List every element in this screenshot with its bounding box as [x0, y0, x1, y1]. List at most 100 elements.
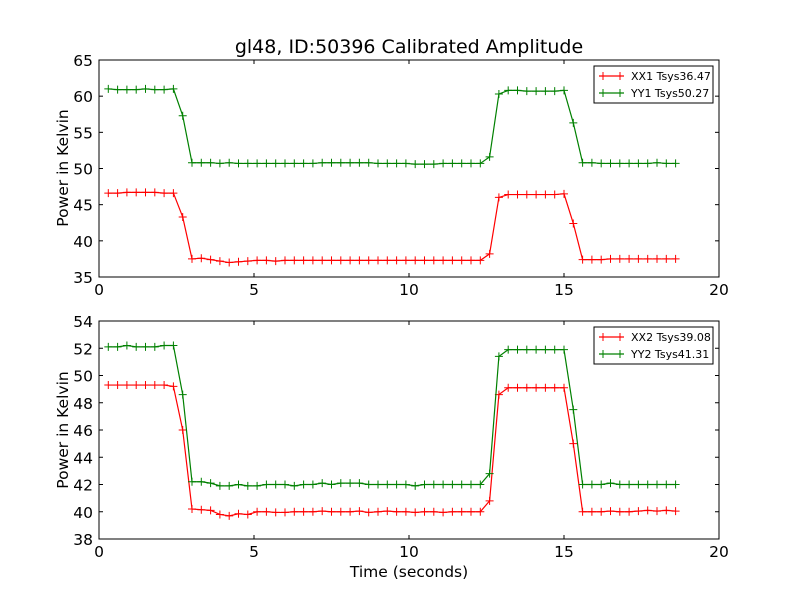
data-point-marker	[448, 159, 457, 168]
data-point-marker	[104, 381, 113, 390]
data-point-marker	[671, 507, 680, 516]
data-point-marker	[327, 158, 336, 167]
data-point-marker	[178, 212, 187, 221]
data-point-marker	[160, 381, 169, 390]
data-point-marker	[327, 256, 336, 265]
y-tick-label: 45	[73, 197, 93, 215]
data-point-marker	[457, 507, 466, 516]
y-tick-label: 40	[73, 233, 93, 251]
data-point-marker	[336, 507, 345, 516]
data-point-marker	[141, 188, 150, 197]
data-point-marker	[578, 158, 587, 167]
legend-marker	[602, 350, 621, 358]
data-point-marker	[178, 426, 187, 434]
data-point-marker	[215, 481, 224, 490]
data-point-marker	[271, 159, 280, 168]
data-point-marker	[522, 383, 531, 392]
chart-title: gl48, ID:50396 Calibrated Amplitude	[235, 36, 583, 58]
legend-label: XX2 Tsys39.08	[631, 331, 711, 344]
data-point-marker	[550, 190, 559, 199]
data-point-marker	[401, 507, 410, 516]
data-point-marker	[308, 480, 317, 489]
data-point-marker	[262, 256, 271, 265]
y-tick-label: 54	[73, 313, 93, 331]
data-point-marker	[401, 159, 410, 168]
data-point-marker	[429, 507, 438, 516]
data-point-marker	[271, 257, 280, 266]
data-point-marker	[206, 158, 215, 167]
data-point-marker	[243, 159, 252, 168]
data-point-marker	[550, 345, 559, 354]
x-tick-label: 15	[554, 543, 574, 561]
data-point-marker	[448, 480, 457, 489]
data-point-marker	[206, 479, 215, 488]
data-point-marker	[215, 159, 224, 168]
legend-box	[593, 65, 714, 104]
data-point-marker	[625, 159, 634, 168]
y-tick-label: 55	[73, 124, 93, 142]
data-point-marker	[327, 480, 336, 489]
data-point-marker	[141, 381, 150, 390]
data-point-marker	[308, 507, 317, 516]
data-point-marker	[150, 188, 159, 197]
data-point-marker	[113, 189, 122, 198]
data-point-marker	[401, 480, 410, 489]
y-tick-label: 48	[73, 395, 93, 413]
data-point-marker	[550, 87, 559, 96]
data-point-marker	[439, 508, 448, 517]
data-point-marker	[411, 481, 420, 490]
data-point-marker	[253, 159, 262, 168]
data-point-marker	[643, 254, 652, 263]
data-point-marker	[178, 111, 187, 120]
data-point-marker	[113, 381, 122, 390]
data-point-marker	[178, 390, 187, 399]
data-point-marker	[597, 480, 606, 489]
x-tick-label: 5	[249, 543, 259, 561]
data-point-marker	[215, 510, 224, 519]
data-point-marker	[662, 254, 671, 263]
data-point-marker	[122, 85, 131, 94]
data-point-marker	[522, 190, 531, 199]
data-point-marker	[541, 345, 550, 354]
data-point-marker	[429, 480, 438, 489]
data-point-marker	[299, 256, 308, 265]
data-point-marker	[206, 506, 215, 515]
data-point-marker	[160, 189, 169, 198]
data-point-marker	[653, 507, 661, 516]
y-tick-label: 46	[73, 422, 93, 440]
data-point-marker	[355, 256, 364, 265]
data-point-marker	[327, 507, 336, 516]
y-tick-label: 40	[73, 504, 93, 522]
y-tick-label: 38	[73, 531, 93, 549]
data-point-marker	[560, 383, 568, 392]
data-point-marker	[318, 479, 327, 488]
data-point-marker	[383, 480, 392, 489]
data-point-marker	[374, 507, 382, 516]
data-point-marker	[299, 159, 308, 168]
data-point-marker	[532, 383, 541, 392]
data-point-marker	[532, 345, 541, 354]
data-point-marker	[411, 508, 420, 517]
x-tick-label: 10	[399, 281, 419, 299]
data-point-marker	[560, 86, 568, 95]
data-point-marker	[578, 480, 587, 489]
data-point-marker	[355, 507, 364, 516]
data-point-marker	[104, 342, 113, 351]
data-point-marker	[569, 219, 578, 228]
data-point-marker	[513, 86, 522, 95]
x-tick-label: 0	[94, 543, 104, 561]
data-point-marker	[197, 505, 206, 514]
data-point-marker	[392, 480, 401, 489]
data-point-marker	[346, 479, 355, 488]
x-tick-label: 5	[249, 281, 259, 299]
data-point-marker	[132, 381, 141, 390]
x-tick-label: 15	[554, 281, 574, 299]
data-point-marker	[160, 85, 169, 94]
data-point-marker	[448, 256, 457, 265]
data-point-marker	[597, 507, 606, 516]
data-point-marker	[625, 254, 634, 263]
data-point-marker	[606, 159, 615, 168]
data-point-marker	[113, 85, 122, 94]
data-point-marker	[355, 479, 364, 488]
data-point-marker	[411, 160, 420, 169]
